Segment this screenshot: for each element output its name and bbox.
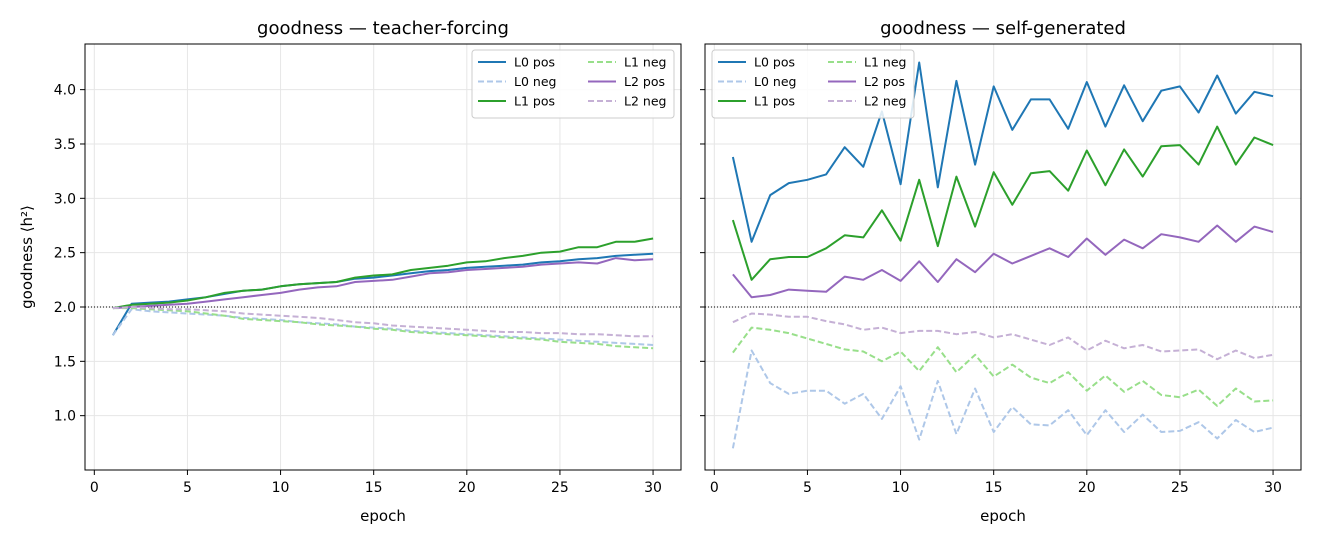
y-axis-label: goodness ⟨h²⟩ xyxy=(18,205,36,309)
series-line-l1-pos xyxy=(112,237,654,310)
plot-frame xyxy=(84,43,682,471)
legend-label: L0 neg xyxy=(514,74,556,89)
legend-label: L1 neg xyxy=(624,55,666,70)
y-tick-label: 4.0 xyxy=(54,83,76,99)
legend-label: L0 pos xyxy=(514,55,555,70)
x-axis-label: epoch xyxy=(980,507,1026,525)
x-tick-label: 0 xyxy=(90,480,99,496)
legend: L0 pos L0 neg L1 pos L1 neg L2 pos L2 neg xyxy=(711,49,915,119)
legend-label: L0 pos xyxy=(754,55,795,70)
panel-1: 0 5 10 15 20 25 30 1.0 1.5 2.0 2.5 3.0 3.5 4.0 goodnes… xyxy=(18,18,682,525)
legend-box xyxy=(711,49,915,119)
x-tick-label: 30 xyxy=(1264,480,1282,496)
series-line-l0-neg xyxy=(112,308,654,346)
legend-label: L1 pos xyxy=(754,94,795,109)
y-tick-label: 3.5 xyxy=(54,137,76,153)
y-tick-label: 2.5 xyxy=(54,246,76,262)
legend-label: L2 neg xyxy=(624,94,666,109)
legend: L0 pos L0 neg L1 pos L1 neg L2 pos L2 neg xyxy=(471,49,675,119)
chart-title: goodness — self-generated xyxy=(880,18,1126,39)
panel-2: 0 5 10 15 20 25 30 goodness — self-generated epo… xyxy=(700,18,1302,525)
legend-box xyxy=(471,49,675,119)
chart-title: goodness — teacher-forcing xyxy=(257,18,509,39)
legend-label: L2 pos xyxy=(624,74,665,89)
legend-label: L0 neg xyxy=(754,74,796,89)
x-tick-label: 5 xyxy=(803,480,812,496)
x-tick-label: 25 xyxy=(551,480,569,496)
x-tick-label: 10 xyxy=(272,480,290,496)
x-axis-label: epoch xyxy=(360,507,406,525)
x-tick-label: 0 xyxy=(710,480,719,496)
y-tick-label: 1.5 xyxy=(54,354,76,370)
plot-frame xyxy=(704,43,1302,471)
legend-label: L1 neg xyxy=(864,55,906,70)
x-tick-label: 5 xyxy=(183,480,192,496)
series-line-l1-neg xyxy=(732,326,1274,407)
legend-label: L2 pos xyxy=(864,74,905,89)
series-line-l2-pos xyxy=(732,224,1274,299)
x-tick-label: 15 xyxy=(985,480,1003,496)
x-tick-label: 20 xyxy=(458,480,476,496)
y-tick-label: 2.0 xyxy=(54,300,76,316)
series-line-l1-neg xyxy=(112,307,654,350)
series-line-l1-pos xyxy=(731,125,1274,281)
x-tick-label: 30 xyxy=(644,480,662,496)
series-line-l0-pos xyxy=(731,61,1274,243)
series-line-l2-pos xyxy=(112,257,654,310)
x-tick-label: 20 xyxy=(1078,480,1096,496)
y-tick-label: 1.0 xyxy=(54,409,76,425)
series-line-l2-neg xyxy=(732,312,1274,361)
legend-label: L1 pos xyxy=(514,94,555,109)
x-tick-label: 10 xyxy=(892,480,910,496)
x-tick-label: 15 xyxy=(365,480,383,496)
series-line-l0-neg xyxy=(731,349,1274,449)
series-line-l0-pos xyxy=(112,252,654,336)
y-tick-label: 3.0 xyxy=(54,191,76,207)
x-tick-label: 25 xyxy=(1171,480,1189,496)
series-line-l2-neg xyxy=(112,306,654,338)
legend-label: L2 neg xyxy=(864,94,906,109)
